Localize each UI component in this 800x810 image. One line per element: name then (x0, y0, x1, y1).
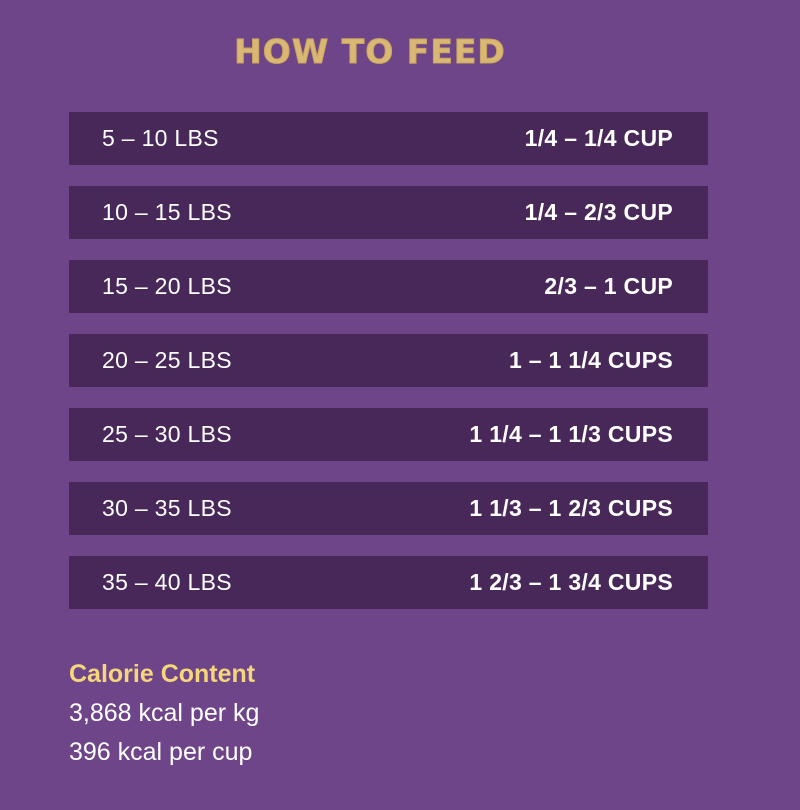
page-title: HOW TO FEED (234, 32, 506, 72)
feeding-amount: 1/4 – 2/3 CUP (524, 199, 673, 225)
calorie-per-kg: 3,868 kcal per kg (69, 699, 260, 727)
calorie-heading: Calorie Content (69, 660, 256, 688)
table-row: 15 – 20 LBS 2/3 – 1 CUP (69, 260, 708, 313)
calorie-per-cup: 396 kcal per cup (69, 738, 253, 766)
feeding-amount: 2/3 – 1 CUP (544, 273, 673, 299)
feeding-amount: 1 1/3 – 1 2/3 CUPS (469, 495, 673, 521)
weight-range: 35 – 40 LBS (102, 569, 232, 595)
feeding-amount: 1 – 1 1/4 CUPS (508, 347, 673, 373)
weight-range: 20 – 25 LBS (102, 347, 232, 373)
feeding-table: 5 – 10 LBS 1/4 – 1/4 CUP 10 – 15 LBS 1/4… (69, 112, 708, 630)
weight-range: 5 – 10 LBS (102, 125, 219, 151)
feeding-amount: 1 2/3 – 1 3/4 CUPS (469, 569, 673, 595)
weight-range: 25 – 30 LBS (102, 421, 232, 447)
weight-range: 15 – 20 LBS (102, 273, 232, 299)
table-row: 5 – 10 LBS 1/4 – 1/4 CUP (69, 112, 708, 165)
table-row: 10 – 15 LBS 1/4 – 2/3 CUP (69, 186, 708, 239)
calorie-section: Calorie Content 3,868 kcal per kg 396 kc… (69, 660, 259, 777)
table-row: 30 – 35 LBS 1 1/3 – 1 2/3 CUPS (69, 482, 708, 535)
feeding-amount: 1/4 – 1/4 CUP (524, 125, 673, 151)
table-row: 25 – 30 LBS 1 1/4 – 1 1/3 CUPS (69, 408, 708, 461)
table-row: 20 – 25 LBS 1 – 1 1/4 CUPS (69, 334, 708, 387)
table-row: 35 – 40 LBS 1 2/3 – 1 3/4 CUPS (69, 556, 708, 609)
feeding-amount: 1 1/4 – 1 1/3 CUPS (469, 421, 673, 447)
weight-range: 30 – 35 LBS (102, 495, 232, 521)
weight-range: 10 – 15 LBS (102, 199, 232, 225)
